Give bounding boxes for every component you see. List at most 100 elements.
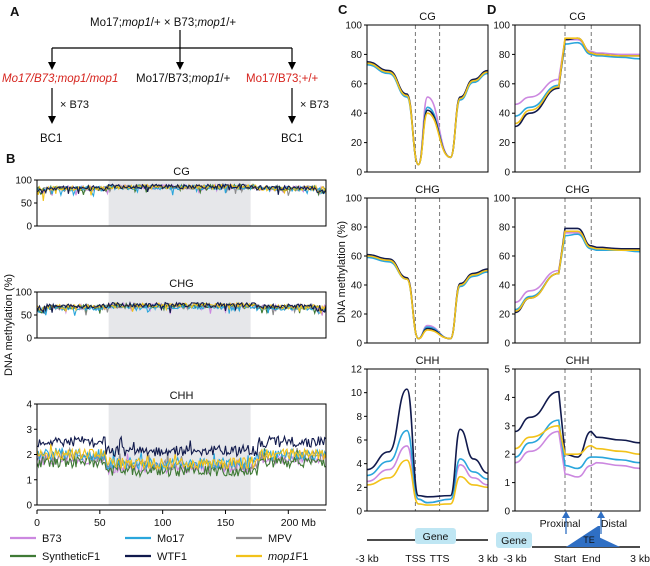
panel-b-ytick: 50 [21, 199, 33, 210]
panel-c-ytick: 8 [356, 412, 362, 423]
gene-label-c: Gene [423, 531, 449, 543]
legend-label-B73: B73 [42, 533, 62, 545]
panel-label-b: B [6, 151, 15, 166]
panel-d-series-Mo17 [515, 234, 640, 309]
panel-c-ytick: 20 [351, 310, 363, 321]
panel-b-title: CHH [170, 390, 194, 402]
panel-b-ytick: 3 [26, 425, 32, 436]
panel-b-ylabel: DNA methylation (%) [3, 274, 15, 376]
panel-c-chh-plot: CHH024681012 [351, 355, 488, 518]
figure: A Mo17;mop1/+ × B73;mop1/+ Mo17/B73;mop1… [0, 0, 650, 566]
panel-d-series-B73 [515, 233, 640, 303]
panel-d-ytick: 0 [504, 507, 510, 518]
panel-d-ytick: 20 [499, 138, 511, 149]
panel-c-ytick: 0 [356, 507, 362, 518]
panel-d-xtick: 3 kb [630, 553, 650, 565]
bc1-left: BC1 [40, 133, 62, 145]
panel-d-ytick: 0 [504, 168, 510, 179]
panel-d-title: CG [569, 11, 586, 23]
panel-d-cg-plot: CG 0 20 40 60 80 100 [493, 11, 640, 179]
panel-b-ytick: 1 [26, 475, 32, 486]
te-schematic-d: Gene TE Proximal Distal [496, 511, 640, 548]
panel-c-ytick: 60 [351, 79, 363, 90]
panel-b-xtick: 200 Mb [281, 517, 316, 529]
panel-c-ytick: 100 [345, 21, 362, 32]
panel-c-ytick: 60 [351, 252, 363, 263]
panel-c-series-mop1F1 [367, 63, 488, 164]
centromere-band [109, 292, 251, 338]
panel-d-ytick: 2 [504, 450, 510, 461]
panel-c-frame [367, 198, 488, 343]
panel-b-ytick: 100 [15, 176, 32, 187]
panel-d-series-B73 [515, 40, 640, 105]
panel-d-xtick: -3 kb [503, 553, 527, 565]
panel-d-title: CHG [565, 184, 589, 196]
panel-d-ytick: 100 [493, 194, 510, 205]
panel-label-a: A [10, 4, 20, 19]
panel-b-ytick: 4 [26, 400, 32, 411]
backcross-label-right: × B73 [300, 99, 329, 111]
panel-d-ytick: 80 [499, 50, 511, 61]
panel-d-series-WTF1 [515, 38, 640, 126]
panel-d-series-WTF1 [515, 392, 640, 457]
panel-b-xtick: 50 [94, 517, 106, 529]
panel-d-ytick: 80 [499, 223, 511, 234]
panel-b-ytick: 100 [15, 288, 32, 299]
panel-b-xtick: 100 [154, 517, 172, 529]
panel-c-ytick: 2 [356, 483, 362, 494]
panel-c-xtick: -3 kb [355, 553, 379, 565]
panel-d-chh-plot: CHH 0 1 2 3 4 5 [504, 355, 640, 518]
panel-c-series-mop1F1 [367, 460, 488, 505]
panel-d-ytick: 5 [504, 365, 510, 376]
panel-c-ytick: 4 [356, 459, 362, 470]
cross-wildtype: Mo17/B73;+/+ [246, 73, 319, 85]
panel-d-ytick: 60 [499, 252, 511, 263]
panel-c-frame [367, 369, 488, 511]
panel-d-ytick: 0 [504, 339, 510, 350]
panel-c-ytick: 40 [351, 109, 363, 120]
panel-b-chh-plot: CHH01234 [26, 390, 326, 512]
panel-d-title: CHH [566, 355, 590, 367]
panel-c-ylabel: DNA methylation (%) [336, 221, 348, 323]
panel-c-title: CG [419, 11, 436, 23]
panel-c-chg-plot: CHG 0 20 40 60 80 100 [345, 184, 488, 350]
panel-d-xtick: End [582, 553, 601, 565]
legend-label-WTF1: WTF1 [157, 551, 187, 563]
panel-c-xtick: 3 kb [478, 553, 498, 565]
panel-d-ytick: 1 [504, 478, 510, 489]
panel-b-xtick: 0 [34, 517, 40, 529]
cross-mop1-homozygote: Mo17/B73;mop1/mop1 [2, 73, 118, 85]
panel-c-title: CHG [415, 184, 439, 196]
panel-c-xtick: TSS [405, 553, 425, 565]
panel-b-ytick: 0 [26, 334, 32, 345]
panel-c-ytick: 6 [356, 436, 362, 447]
panel-d-ytick: 4 [504, 393, 510, 404]
proximal-label: Proximal [540, 518, 581, 530]
gene-label-d: Gene [501, 535, 527, 547]
panel-b-xtick: 150 [217, 517, 235, 529]
panel-label-c: C [338, 2, 348, 17]
panel-d-series-Mo17 [515, 420, 640, 468]
panel-d-series-mop1F1 [515, 231, 640, 311]
panel-b-ytick: 50 [21, 311, 33, 322]
panel-c-series-Mo17 [367, 431, 488, 503]
panel-d-ytick: 40 [499, 281, 511, 292]
panel-d-series-WTF1 [515, 228, 640, 312]
panel-c-ytick: 40 [351, 281, 363, 292]
panel-c-series-Mo17 [367, 257, 488, 338]
panel-b-ytick: 0 [26, 222, 32, 233]
legend-label-Mo17: Mo17 [157, 533, 185, 545]
panel-c-ytick: 0 [356, 339, 362, 350]
panel-c-cg-plot: CG 0 20 40 60 80 100 [345, 11, 488, 179]
panel-c-xtick: TTS [430, 553, 450, 565]
figure-canvas: A Mo17;mop1/+ × B73;mop1/+ Mo17/B73;mop1… [0, 0, 650, 566]
bc1-right: BC1 [281, 133, 303, 145]
panel-d-chg-plot: CHG 0 20 40 60 80 100 [493, 184, 640, 350]
gene-schematic-c: Gene [367, 528, 488, 544]
distal-label: Distal [601, 518, 627, 530]
panel-d-ytick: 100 [493, 21, 510, 32]
panel-b-ytick: 0 [26, 501, 32, 512]
panel-c-ytick: 80 [351, 50, 363, 61]
panel-c-series-Mo17 [367, 65, 488, 165]
panel-b-xaxis: 0 50 100 150 200 Mb [34, 510, 326, 529]
